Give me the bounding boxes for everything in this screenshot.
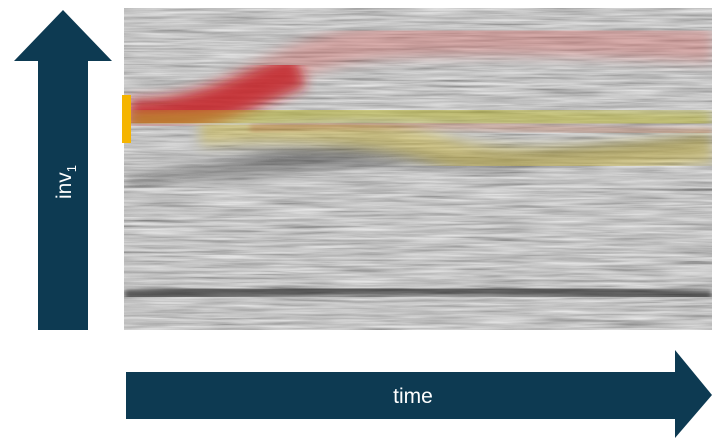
trajectory-image	[124, 8, 712, 330]
x-arrow-head	[675, 350, 712, 438]
y-label-main: inv	[53, 172, 76, 199]
y-label-subscript: 1	[64, 165, 79, 172]
orange-band	[249, 120, 712, 136]
x-arrow-shaft	[126, 372, 678, 419]
dark-band-bottom	[124, 283, 712, 302]
start-marker	[122, 95, 131, 143]
y-arrow: inv1	[14, 10, 112, 330]
y-label: inv1	[53, 165, 79, 199]
x-label: time	[393, 385, 433, 408]
y-arrow-head	[14, 10, 112, 61]
x-arrow: time	[126, 350, 712, 438]
y-arrow-shaft	[38, 58, 88, 330]
